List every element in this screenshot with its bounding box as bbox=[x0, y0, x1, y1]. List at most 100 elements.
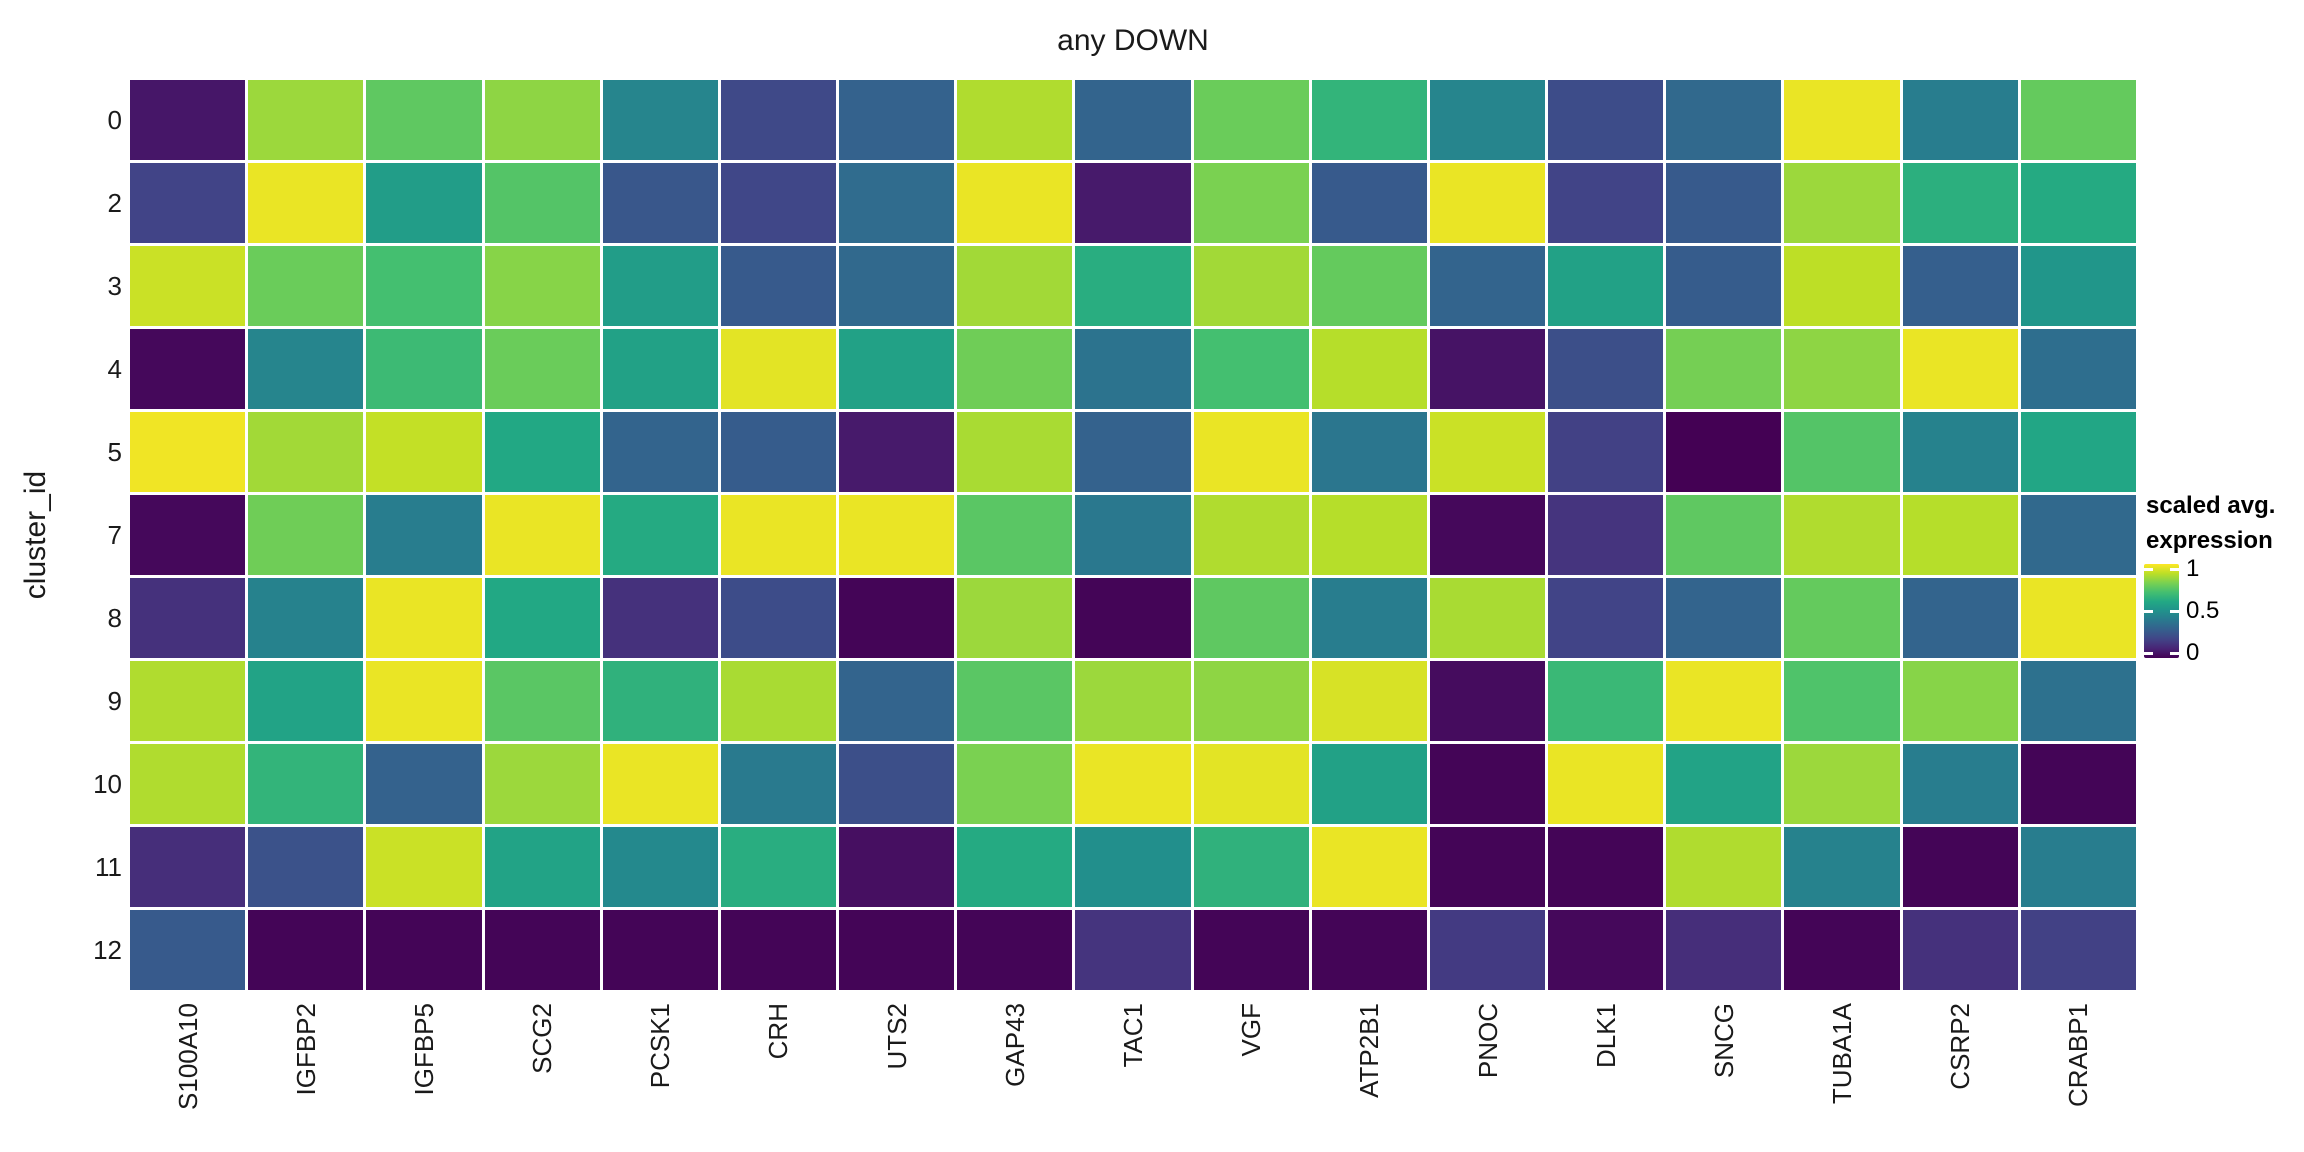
heatmap-cell bbox=[1193, 495, 1309, 575]
heatmap-cell bbox=[1666, 578, 1782, 658]
heatmap-cell bbox=[1193, 578, 1309, 658]
heatmap-cell bbox=[2020, 661, 2136, 741]
heatmap-cell bbox=[130, 495, 246, 575]
heatmap-cell bbox=[602, 578, 718, 658]
heatmap-cell bbox=[2020, 578, 2136, 658]
heatmap-cell bbox=[248, 661, 364, 741]
heatmap-cell bbox=[1311, 910, 1427, 990]
heatmap-cell bbox=[1548, 578, 1664, 658]
heatmap-cell bbox=[1784, 329, 1900, 409]
heatmap-cell bbox=[248, 827, 364, 907]
heatmap-cell bbox=[1666, 661, 1782, 741]
heatmap-cell bbox=[839, 578, 955, 658]
heatmap-cell bbox=[1548, 744, 1664, 824]
x-tick-label: TUBA1A bbox=[1827, 1003, 1858, 1105]
heatmap-cell bbox=[1902, 163, 2018, 243]
heatmap-cell bbox=[1666, 744, 1782, 824]
heatmap-cell bbox=[1784, 412, 1900, 492]
x-tick-label: SCG2 bbox=[527, 1003, 558, 1074]
heatmap-cell bbox=[484, 495, 600, 575]
x-tick-label: IGFBP5 bbox=[408, 1003, 439, 1096]
heatmap-cell bbox=[839, 412, 955, 492]
heatmap-cell bbox=[1193, 163, 1309, 243]
heatmap-cell bbox=[1902, 910, 2018, 990]
y-tick-label: 4 bbox=[107, 354, 122, 384]
heatmap-cell bbox=[1075, 744, 1191, 824]
legend-tick-label: 0 bbox=[2186, 639, 2200, 666]
heatmap-cell bbox=[957, 827, 1073, 907]
heatmap-cell bbox=[484, 578, 600, 658]
heatmap-cell bbox=[1311, 744, 1427, 824]
heatmap-cell bbox=[720, 412, 837, 492]
heatmap-cell bbox=[248, 578, 364, 658]
heatmap-cell bbox=[366, 495, 482, 575]
legend-title-line1: scaled avg. bbox=[2146, 492, 2276, 519]
heatmap-cell bbox=[1666, 163, 1782, 243]
legend-title-line2: expression bbox=[2146, 527, 2273, 554]
x-tick-label: CRABP1 bbox=[2063, 1003, 2094, 1108]
heatmap-cell bbox=[248, 495, 364, 575]
heatmap-cell bbox=[1193, 246, 1309, 326]
heatmap-cell bbox=[720, 495, 837, 575]
heatmap-cell bbox=[130, 412, 246, 492]
heatmap-cell bbox=[1902, 80, 2018, 160]
heatmap-cell bbox=[248, 246, 364, 326]
legend-tick-mark bbox=[2170, 567, 2179, 571]
heatmap-cell bbox=[1311, 412, 1427, 492]
heatmap-cell bbox=[484, 661, 600, 741]
heatmap-cell bbox=[2020, 495, 2136, 575]
x-tick-label: SNCG bbox=[1708, 1003, 1739, 1079]
heatmap-cell bbox=[484, 827, 600, 907]
heatmap-cell bbox=[1193, 827, 1309, 907]
heatmap-cell bbox=[130, 578, 246, 658]
heatmap-cell bbox=[839, 329, 955, 409]
heatmap-cell bbox=[1075, 661, 1191, 741]
x-tick-label: UTS2 bbox=[881, 1003, 912, 1070]
heatmap-cell bbox=[839, 246, 955, 326]
heatmap-cell bbox=[1902, 578, 2018, 658]
y-tick-label: 0 bbox=[107, 105, 122, 135]
x-tick-label: ATP2B1 bbox=[1354, 1003, 1385, 1098]
heatmap-cell bbox=[366, 578, 482, 658]
heatmap-cell bbox=[957, 163, 1073, 243]
heatmap-cell bbox=[1075, 80, 1191, 160]
heatmap-cell bbox=[1548, 827, 1664, 907]
heatmap-cell bbox=[366, 827, 482, 907]
heatmap-cell bbox=[602, 910, 718, 990]
x-tick-label: TAC1 bbox=[1118, 1003, 1148, 1068]
heatmap-cell bbox=[1075, 910, 1191, 990]
heatmap-cell bbox=[2020, 246, 2136, 326]
heatmap-cell bbox=[484, 80, 600, 160]
heatmap-cell bbox=[839, 827, 955, 907]
legend-tick-mark bbox=[2144, 609, 2153, 613]
heatmap-cell bbox=[1666, 412, 1782, 492]
heatmap-cell bbox=[1666, 495, 1782, 575]
heatmap-cell bbox=[1548, 80, 1664, 160]
heatmap-cell bbox=[366, 80, 482, 160]
heatmap-cell bbox=[1784, 578, 1900, 658]
x-tick-label: PNOC bbox=[1472, 1003, 1503, 1079]
y-tick-label: 8 bbox=[107, 603, 122, 633]
x-tick-label: PCSK1 bbox=[645, 1003, 676, 1089]
heatmap-cell bbox=[1784, 495, 1900, 575]
heatmap-cell bbox=[248, 412, 364, 492]
heatmap-cell bbox=[1193, 910, 1309, 990]
heatmap-cell bbox=[602, 661, 718, 741]
heatmap-cell bbox=[839, 744, 955, 824]
heatmap-cell bbox=[1311, 495, 1427, 575]
heatmap-cell bbox=[1902, 827, 2018, 907]
heatmap-cell bbox=[248, 744, 364, 824]
heatmap-cell bbox=[130, 246, 246, 326]
heatmap-cell bbox=[1075, 163, 1191, 243]
y-tick-label: 3 bbox=[107, 271, 122, 301]
x-tick-label: VGF bbox=[1236, 1003, 1267, 1057]
heatmap-cell bbox=[1075, 246, 1191, 326]
heatmap-cell bbox=[130, 661, 246, 741]
heatmap-cell bbox=[2020, 744, 2136, 824]
heatmap-cell bbox=[1193, 412, 1309, 492]
heatmap-cell bbox=[2020, 329, 2136, 409]
heatmap-cell bbox=[1784, 246, 1900, 326]
heatmap-cell bbox=[1429, 744, 1546, 824]
heatmap-cell bbox=[957, 661, 1073, 741]
heatmap-cell bbox=[248, 163, 364, 243]
